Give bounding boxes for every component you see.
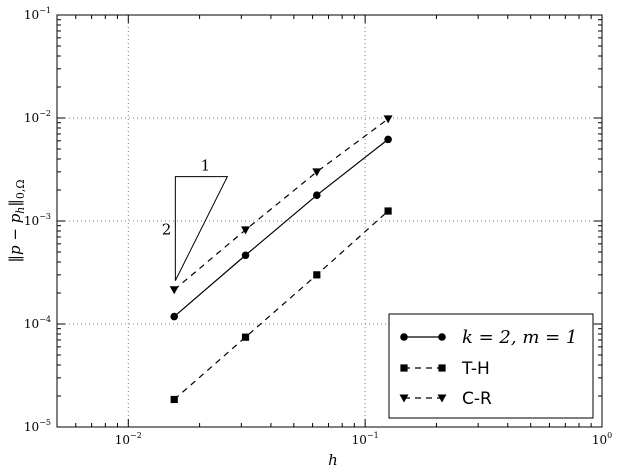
- legend-marker-start: [399, 394, 409, 403]
- legend-marker-end: [437, 394, 447, 403]
- data-point: [241, 251, 250, 260]
- legend-entry: T-H: [400, 359, 490, 379]
- legend-entries: k = 2, m = 1 T-H C-R: [399, 327, 577, 409]
- legend-marker-end: [438, 364, 446, 372]
- series-layer: [169, 115, 393, 404]
- x-axis-title: h: [328, 451, 338, 469]
- slope-run-label: 1: [201, 157, 211, 175]
- data-point: [241, 226, 251, 235]
- series-square: [170, 207, 392, 404]
- y-tick-label: 10−4: [24, 315, 51, 331]
- data-point: [241, 333, 250, 341]
- series-line: [173, 138, 389, 318]
- y-tick-label: 10−1: [24, 6, 51, 22]
- legend-box: [388, 313, 594, 419]
- grid-lines: [57, 15, 602, 427]
- legend-label: T-H: [461, 359, 490, 379]
- data-point: [384, 135, 392, 144]
- data-point: [170, 395, 178, 404]
- legend-label: C-R: [462, 389, 492, 409]
- legend: k = 2, m = 1 T-H C-R: [388, 313, 594, 419]
- series-circle: [170, 135, 392, 321]
- y-tick-label: 10−5: [24, 418, 51, 434]
- legend-entry: C-R: [399, 389, 492, 409]
- x-tick-label: 100: [592, 431, 612, 447]
- legend-marker-end: [438, 333, 446, 341]
- data-point: [312, 168, 322, 177]
- data-point: [170, 312, 179, 321]
- series-line: [173, 118, 389, 291]
- legend-label: k = 2, m = 1: [462, 327, 577, 348]
- data-point: [383, 115, 393, 124]
- data-point: [313, 271, 321, 279]
- axis-ticks: [57, 14, 603, 428]
- x-tick-label: 10−2: [115, 431, 142, 447]
- slope-rise-label: 2: [162, 221, 172, 239]
- legend-marker-start: [400, 364, 408, 372]
- legend-marker-start: [400, 333, 408, 341]
- y-axis-title: ‖p − ph‖0,Ω: [6, 179, 27, 262]
- y-tick-label: 10−3: [24, 212, 51, 228]
- y-tick-label: 10−2: [24, 109, 51, 125]
- data-point: [384, 207, 392, 215]
- x-tick-label: 10−1: [352, 431, 379, 447]
- data-point: [313, 191, 321, 200]
- slope-triangle-shape: [174, 176, 229, 281]
- data-point: [169, 286, 179, 295]
- slope-triangle: 1 2: [162, 157, 229, 281]
- series-line: [173, 210, 389, 400]
- legend-entry: k = 2, m = 1: [400, 327, 577, 348]
- tick-labels: 10−2 10−1 100 10−5 10−4 10−3 10−2 10−1: [24, 6, 612, 447]
- series-triangle-down: [169, 115, 393, 295]
